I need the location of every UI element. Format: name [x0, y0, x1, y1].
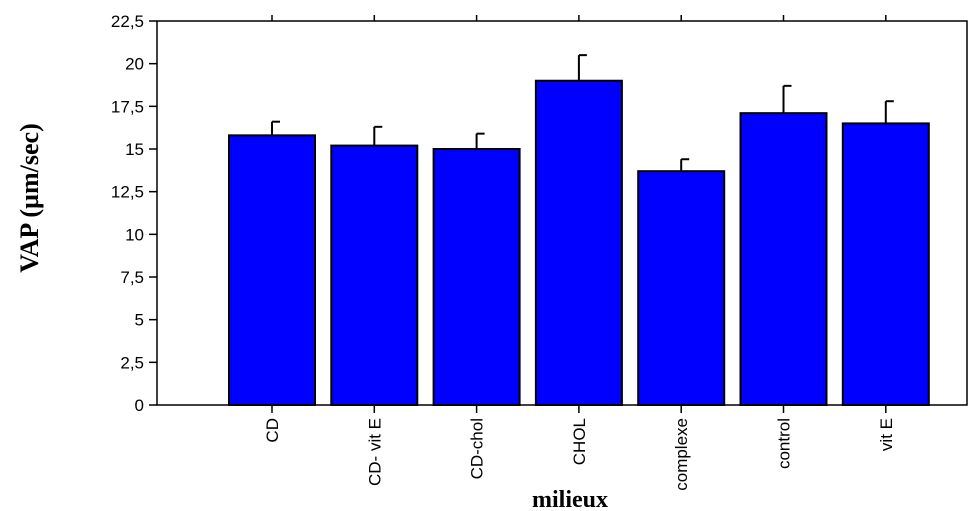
y-tick-label: 10 [125, 225, 144, 244]
top-axis-ticks [271, 15, 887, 21]
x-tick-label: CHOL [570, 418, 589, 465]
y-tick-label: 22,5 [111, 12, 144, 31]
x-axis-title: milieux [532, 487, 608, 511]
x-axis-labels: CD CD- vit E CD-chol CHOL complexe control vit… [263, 405, 896, 491]
bars [228, 54, 930, 407]
y-tick-label: 17,5 [111, 97, 144, 116]
bar [432, 148, 521, 406]
bar [228, 134, 316, 406]
x-tick-label: CD- vit E [365, 418, 384, 486]
y-tick-label: 20 [125, 55, 144, 74]
x-tick-label: control [775, 418, 794, 469]
y-tick-label: 15 [125, 140, 144, 159]
x-tick-label: complexe [672, 418, 691, 491]
bar [841, 122, 930, 407]
y-tick-label: 12,5 [111, 183, 144, 202]
bar [330, 144, 419, 406]
bar [739, 112, 828, 406]
y-tick-label: 7,5 [120, 268, 144, 287]
y-axis-title: VAP (µm/sec) [15, 123, 44, 273]
y-tick-label: 2,5 [120, 353, 144, 372]
x-tick-label: CD-chol [468, 418, 487, 479]
y-tick-label: 5 [135, 311, 144, 330]
bar [637, 170, 726, 406]
x-tick-label: CD [263, 418, 282, 443]
x-tick-label: vit E [877, 418, 896, 451]
y-tick-label: 0 [135, 396, 144, 415]
y-axis-ticks: 0 2,5 5 7,5 10 12,5 15 17,5 20 22,5 [111, 12, 157, 415]
bar [534, 79, 623, 406]
